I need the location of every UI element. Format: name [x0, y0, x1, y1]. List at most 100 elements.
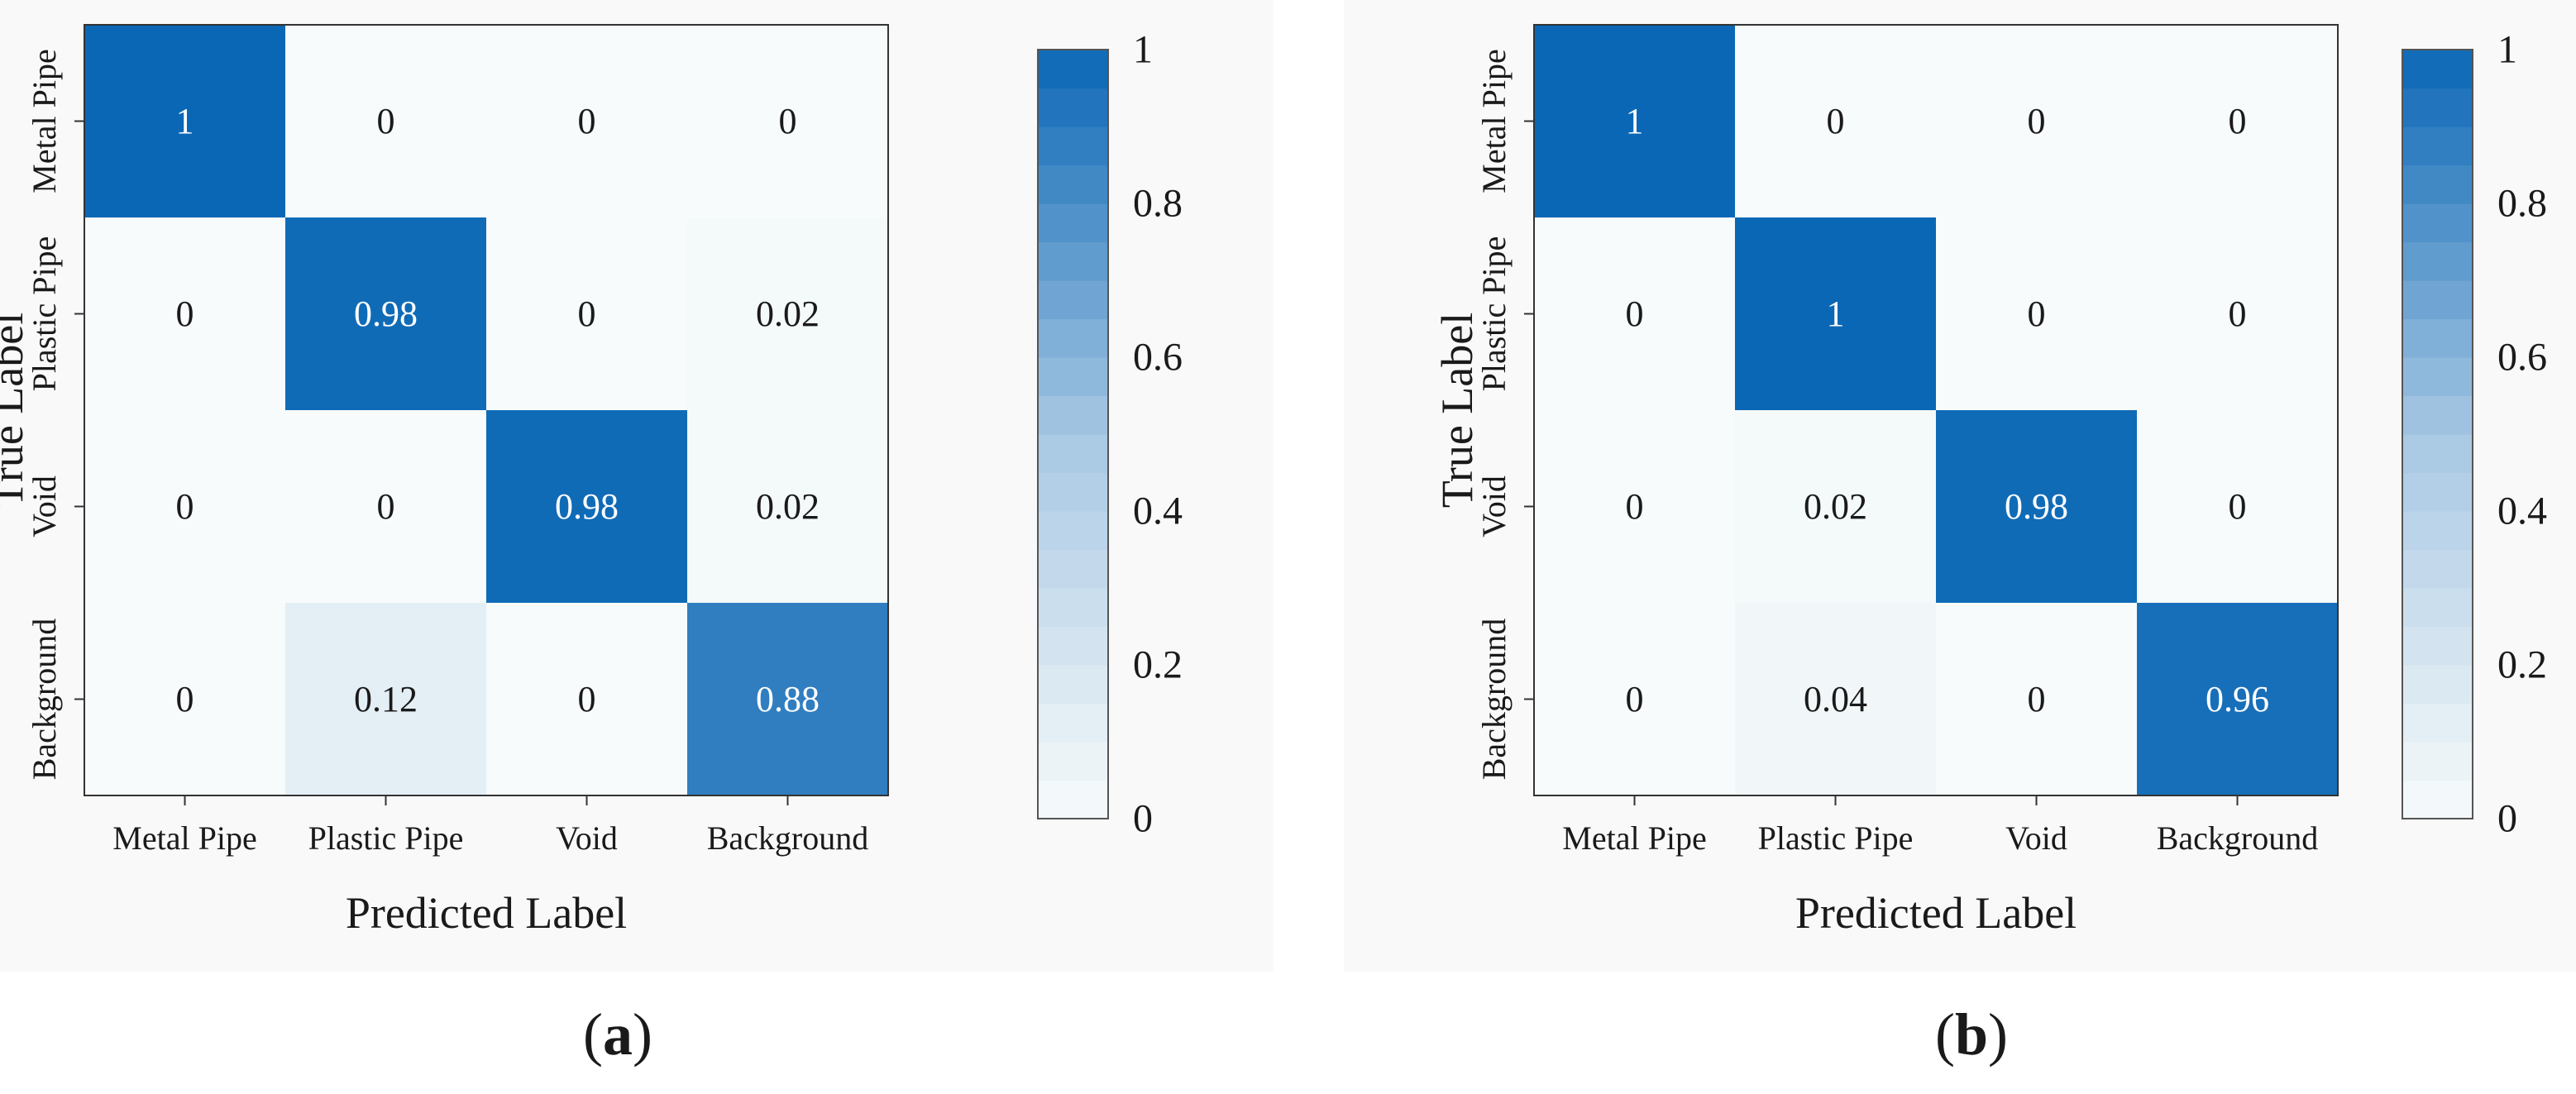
- x-axis-title: Predicted Label: [346, 888, 627, 938]
- heatmap-cell: [1534, 25, 1736, 218]
- panel-label: (b): [1935, 1001, 2008, 1068]
- colorbar-segment: [2402, 241, 2473, 281]
- colorbar-tick-label: 0.4: [2497, 490, 2547, 533]
- cell-value-label: 1: [1827, 294, 1845, 334]
- colorbar-segment: [1038, 357, 1108, 397]
- colorbar-segment: [2402, 472, 2473, 512]
- y-axis-title: True Label: [0, 313, 32, 508]
- x-tick-label: Metal Pipe: [112, 819, 256, 857]
- heatmap-cell: [1735, 410, 1937, 604]
- colorbar-segment: [1038, 280, 1108, 320]
- cell-value-label: 0: [176, 486, 194, 527]
- colorbar-segment: [2402, 50, 2473, 89]
- cell-value-label: 0: [2028, 101, 2046, 141]
- colorbar-segment: [1038, 703, 1108, 743]
- heatmap-cell: [285, 603, 487, 796]
- colorbar-segment: [2402, 742, 2473, 781]
- colorbar-segment: [2402, 357, 2473, 397]
- colorbar-segment: [1038, 588, 1108, 628]
- y-tick-label: Plastic Pipe: [26, 236, 63, 392]
- cell-value-label: 0.12: [354, 679, 418, 719]
- colorbar-segment: [2402, 165, 2473, 204]
- heatmap-cell: [2137, 410, 2339, 604]
- colorbar-segment: [2402, 780, 2473, 819]
- colorbar-segment: [1038, 88, 1108, 127]
- heatmap-cell: [2137, 25, 2339, 218]
- cell-value-label: 0.04: [1804, 679, 1867, 719]
- cell-value-label: 0: [2229, 486, 2247, 527]
- colorbar-tick-label: 0.8: [2497, 182, 2547, 226]
- colorbar-segment: [2402, 203, 2473, 243]
- cell-value-label: 0.02: [756, 294, 820, 334]
- colorbar-segment: [1038, 241, 1108, 281]
- cell-value-label: 0.96: [2206, 679, 2269, 719]
- colorbar-segment: [1038, 549, 1108, 589]
- colorbar-segment: [1038, 165, 1108, 204]
- y-tick-label: Background: [1475, 619, 1513, 781]
- cell-value-label: 0: [2229, 294, 2247, 334]
- panel-label: (a): [583, 1001, 652, 1068]
- x-tick-label: Void: [556, 819, 618, 857]
- cell-value-label: 0: [377, 101, 395, 141]
- x-axis-title: Predicted Label: [1795, 888, 2077, 938]
- cell-value-label: 0.02: [1804, 486, 1867, 527]
- y-tick-label: Void: [26, 475, 63, 537]
- x-tick-label: Metal Pipe: [1562, 819, 1706, 857]
- colorbar-segment: [2402, 549, 2473, 589]
- cell-value-label: 0: [2028, 294, 2046, 334]
- colorbar-segment: [1038, 318, 1108, 358]
- colorbar-segment: [1038, 626, 1108, 666]
- heatmap-cell: [1534, 217, 1736, 411]
- y-tick-label: Metal Pipe: [1475, 49, 1513, 193]
- colorbar-tick-label: 0: [2497, 797, 2517, 841]
- heatmap-cell: [2137, 603, 2339, 796]
- cell-value-label: 0: [1626, 486, 1644, 527]
- colorbar-segment: [1038, 50, 1108, 89]
- cell-value-label: 1: [176, 101, 194, 141]
- heatmap-cell: [486, 410, 688, 604]
- colorbar-tick-label: 0.2: [2497, 643, 2547, 687]
- heatmap-cell: [285, 25, 487, 218]
- matrix-border: [1533, 24, 2339, 796]
- cell-value-label: 0: [2028, 679, 2046, 719]
- heatmap-cell: [687, 217, 889, 411]
- colorbar-segment: [2402, 626, 2473, 666]
- heatmap-cell: [687, 410, 889, 604]
- colorbar-tick-label: 0.6: [1133, 336, 1183, 380]
- heatmap-cell: [486, 217, 688, 411]
- heatmap-cell: [1735, 25, 1937, 218]
- heatmap-cell: [1936, 217, 2138, 411]
- cell-value-label: 0: [377, 486, 395, 527]
- heatmap-cell: [84, 410, 286, 604]
- cell-value-label: 0.88: [756, 679, 820, 719]
- matrix-border: [84, 24, 889, 796]
- heatmap-cell: [84, 25, 286, 218]
- colorbar-segment: [1038, 665, 1108, 705]
- heatmap-cell: [1534, 603, 1736, 796]
- colorbar-segment: [2402, 280, 2473, 320]
- colorbar-border: [2402, 49, 2473, 819]
- cell-value-label: 0.98: [354, 294, 418, 334]
- colorbar-tick-label: 0.2: [1133, 643, 1183, 687]
- x-tick-label: Void: [2005, 819, 2067, 857]
- heatmap-cell: [1936, 410, 2138, 604]
- colorbar-segment: [2402, 395, 2473, 435]
- colorbar-segment: [1038, 434, 1108, 474]
- colorbar-segment: [2402, 127, 2473, 166]
- colorbar-segment: [2402, 88, 2473, 127]
- colorbar-tick-label: 0.4: [1133, 490, 1183, 533]
- colorbar-segment: [1038, 127, 1108, 166]
- heatmap-cell: [285, 410, 487, 604]
- colorbar-segment: [1038, 742, 1108, 781]
- cell-value-label: 0: [578, 101, 596, 141]
- heatmap-cell: [84, 603, 286, 796]
- x-tick-label: Background: [707, 819, 869, 857]
- heatmap-cell: [1534, 410, 1736, 604]
- heatmap-cell: [285, 217, 487, 411]
- heatmap-cell: [486, 603, 688, 796]
- cell-value-label: 0.98: [2005, 486, 2068, 527]
- colorbar-tick-label: 0: [1133, 797, 1153, 841]
- heatmap-cell: [687, 603, 889, 796]
- x-tick-label: Plastic Pipe: [308, 819, 464, 857]
